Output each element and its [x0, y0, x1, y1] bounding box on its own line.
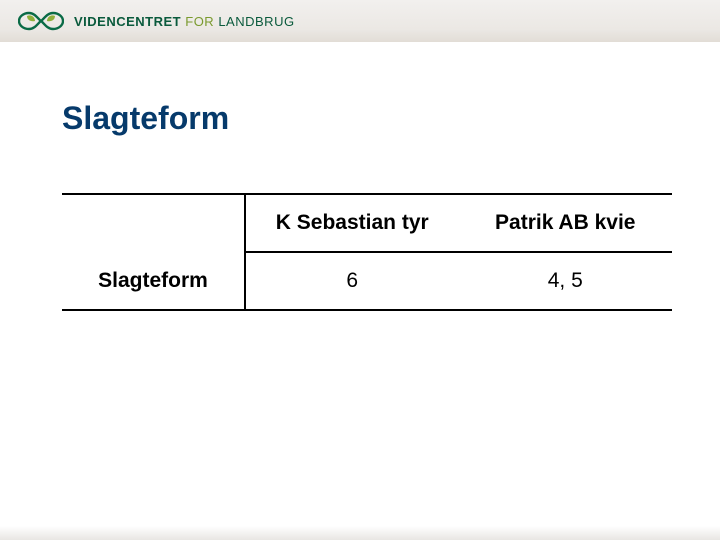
table-cell: 6	[245, 252, 459, 310]
slide-content: Slagteform K Sebastian tyr Patrik AB kvi…	[0, 42, 720, 311]
slagteform-table: K Sebastian tyr Patrik AB kvie Slagtefor…	[62, 193, 672, 311]
brand-text: VIDENCENTRET FOR LANDBRUG	[74, 14, 295, 29]
infinity-leaf-icon	[18, 10, 64, 32]
table-cell: 4, 5	[459, 252, 673, 310]
brand-logo: VIDENCENTRET FOR LANDBRUG	[18, 10, 295, 32]
footer-fade	[0, 526, 720, 540]
brand-word-2: FOR	[185, 14, 214, 29]
page-title: Slagteform	[62, 100, 670, 137]
brand-word-1: VIDENCENTRET	[74, 14, 181, 29]
table-row-label: Slagteform	[62, 252, 245, 310]
header-bar: VIDENCENTRET FOR LANDBRUG	[0, 0, 720, 42]
table-header-empty	[62, 194, 245, 252]
table-header-col1: K Sebastian tyr	[245, 194, 459, 252]
table-header-col2: Patrik AB kvie	[459, 194, 673, 252]
brand-word-3: LANDBRUG	[218, 14, 294, 29]
